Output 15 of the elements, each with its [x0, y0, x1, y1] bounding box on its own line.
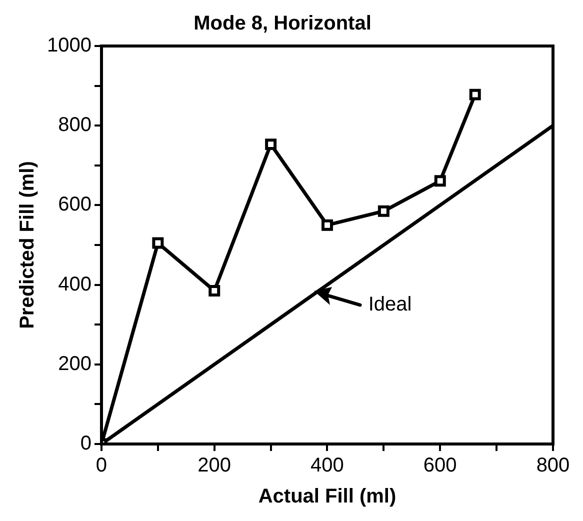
y-tick-label: 1000	[46, 34, 92, 57]
x-tick-label: 200	[198, 454, 232, 477]
y-axis-title: Predicted Fill (ml)	[16, 161, 39, 329]
y-tick-label: 600	[58, 194, 92, 216]
x-tick-label: 400	[310, 454, 344, 477]
y-tick-label: 0	[80, 432, 92, 455]
x-axis-title: Actual Fill (ml)	[258, 486, 396, 508]
x-tick-label: 0	[96, 454, 108, 477]
x-tick-label: 600	[423, 454, 457, 477]
annotation: Ideal	[368, 293, 412, 316]
y-tick-label: 200	[58, 352, 92, 375]
y-tick-label: 800	[58, 114, 92, 136]
x-tick-label: 800	[536, 454, 570, 477]
chart-title: Mode 8, Horizontal	[194, 12, 372, 35]
y-tick-label: 400	[58, 273, 92, 296]
